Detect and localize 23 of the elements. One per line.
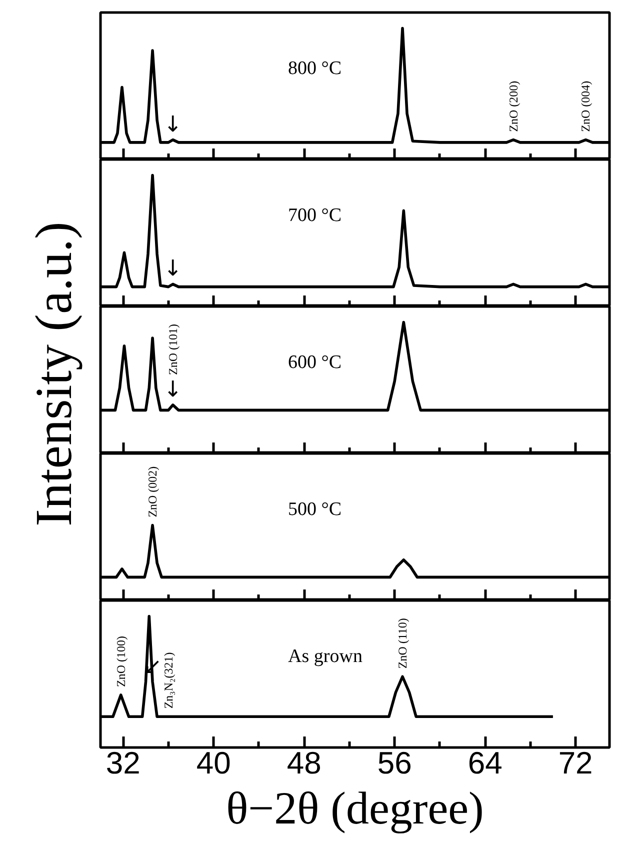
- x-tick-label: 64: [468, 746, 502, 780]
- x-axis-title: θ−2θ (degree): [226, 782, 484, 834]
- x-tick-label: 48: [286, 746, 322, 780]
- annotation: ZnO (002): [146, 466, 160, 518]
- annotation: ZnO (004): [578, 80, 593, 132]
- y-axis-title: Intensity (a.u.): [26, 222, 83, 526]
- annotation: ↓: [164, 377, 182, 402]
- annotation: Zn₃N₂(321): [161, 652, 176, 709]
- x-tick-label: 40: [196, 746, 231, 780]
- x-tick-label: 56: [377, 746, 412, 780]
- annotation: ZnO (200): [506, 80, 520, 132]
- annotation: 700 °C: [288, 204, 342, 226]
- annotation: 600 °C: [288, 352, 342, 373]
- annotation: As grown: [288, 646, 363, 667]
- annotation: ZnO (100): [114, 636, 128, 687]
- x-tick-label: 72: [558, 746, 593, 780]
- text: 500 °C: [288, 498, 342, 520]
- annotation: ZnO (101): [166, 324, 180, 375]
- annotation: ↓: [164, 256, 182, 282]
- annotation: ZnO (110): [396, 618, 410, 669]
- annotation: ↓: [164, 112, 182, 138]
- x-tick-label: 32: [106, 746, 140, 780]
- annotation: 800 °C: [288, 58, 342, 79]
